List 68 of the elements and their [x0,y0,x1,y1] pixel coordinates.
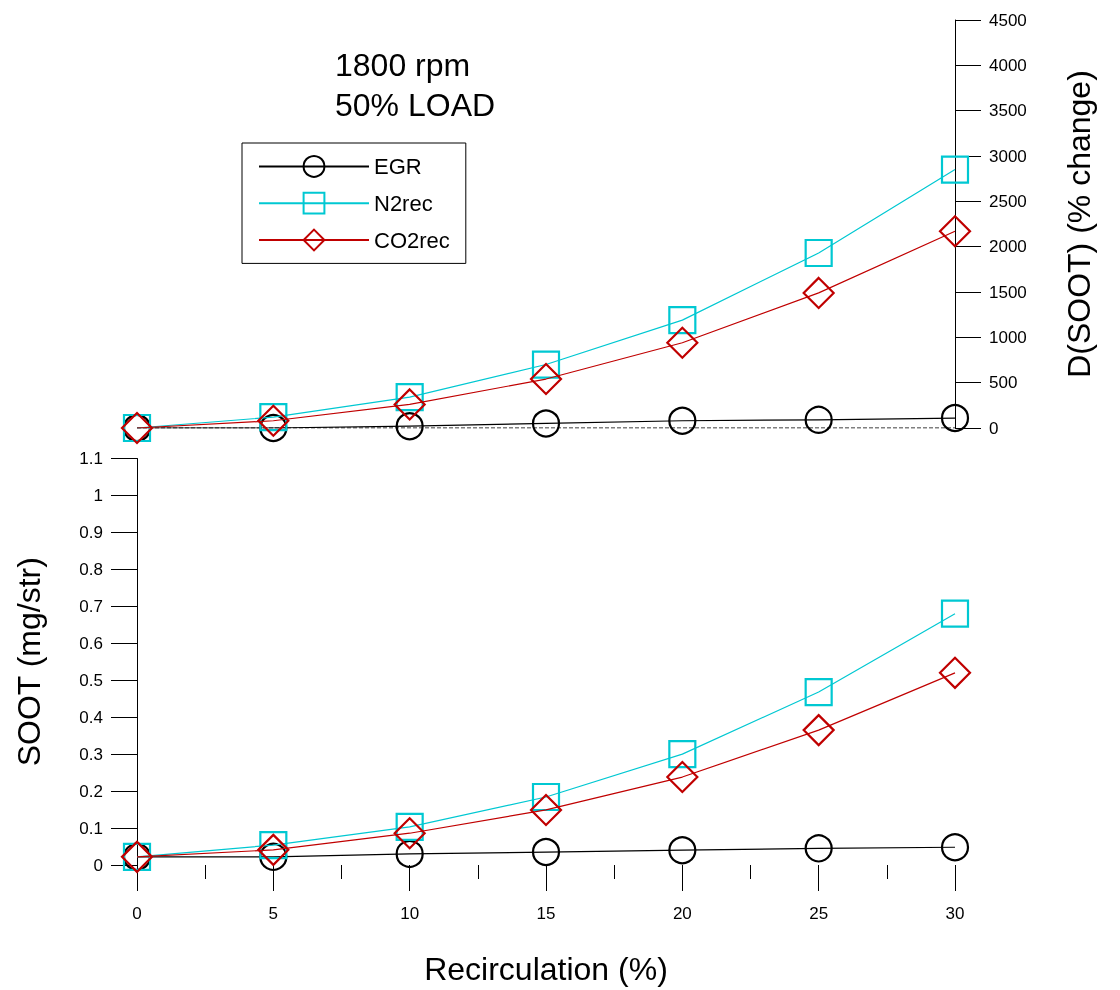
y2-tick-label: 1000 [989,327,1027,347]
point [531,837,561,867]
point [802,276,835,310]
y-tick-label: 0.5 [79,670,103,690]
x-tick-label: 30 [945,904,965,923]
legend-label: N2rec [374,190,433,216]
point [395,412,424,441]
y2-tick-label: 4500 [989,10,1027,30]
y2-tick-label: 4000 [989,55,1027,75]
point [668,306,697,335]
point [666,760,699,794]
point [393,817,426,850]
y-tick-label: 0.2 [79,781,103,801]
point [531,409,561,438]
y2-tick-label: 1500 [989,282,1027,302]
point [257,833,290,866]
point [393,388,426,421]
point [395,812,424,842]
text: 1800 rpm 50% LOAD [335,47,496,123]
point [940,833,970,862]
point [804,677,833,707]
point [666,326,699,359]
point [940,599,970,628]
point [259,413,288,443]
point [529,362,563,396]
y-tick-label: 0.4 [79,707,103,727]
point [668,406,697,435]
point [668,836,697,865]
point [531,782,561,812]
y-tick-label: 0 [93,855,103,875]
point [940,155,970,184]
x-axis-title: Recirculation (%) [424,951,668,987]
y-axis-title: SOOT (mg/str) [11,557,47,767]
point [938,656,972,689]
y-tick-label: 0.3 [79,744,103,764]
y-tick-label: 1 [93,485,103,505]
y2-tick-label: 2000 [989,237,1027,257]
y-tick-label: 0.9 [79,522,103,542]
point [938,215,972,248]
y-tick-label: 1.1 [79,449,103,468]
point [668,740,697,769]
point [804,238,833,268]
y2-tick-label: 500 [989,373,1018,393]
y2-tick-label: 3500 [989,101,1027,121]
point [259,830,288,860]
point [529,793,563,827]
y2-tick-label: 0 [989,418,999,438]
y-tick-label: 0.8 [79,559,103,579]
y-tick-label: 0.6 [79,633,103,653]
point [802,714,835,747]
x-tick-label: 25 [809,904,829,923]
x-tick-label: 15 [536,904,556,923]
legend-label: EGR [374,153,422,179]
x-tick-label: 0 [132,904,142,923]
point [940,403,970,433]
x-tick-label: 5 [268,904,279,923]
point [531,350,561,379]
legend-label: CO2rec [374,227,450,253]
point [804,834,833,863]
y-tick-label: 0.7 [79,596,103,616]
point [804,405,833,434]
point [395,839,424,869]
y2-tick-label: 2500 [989,191,1027,211]
x-tick-label: 20 [672,904,692,923]
y-tick-label: 0.1 [79,818,103,838]
y2-tick-label: 3000 [989,146,1027,166]
x-tick-label: 10 [400,904,420,923]
y2-axis-title: D(SOOT) (% change) [1061,70,1097,378]
